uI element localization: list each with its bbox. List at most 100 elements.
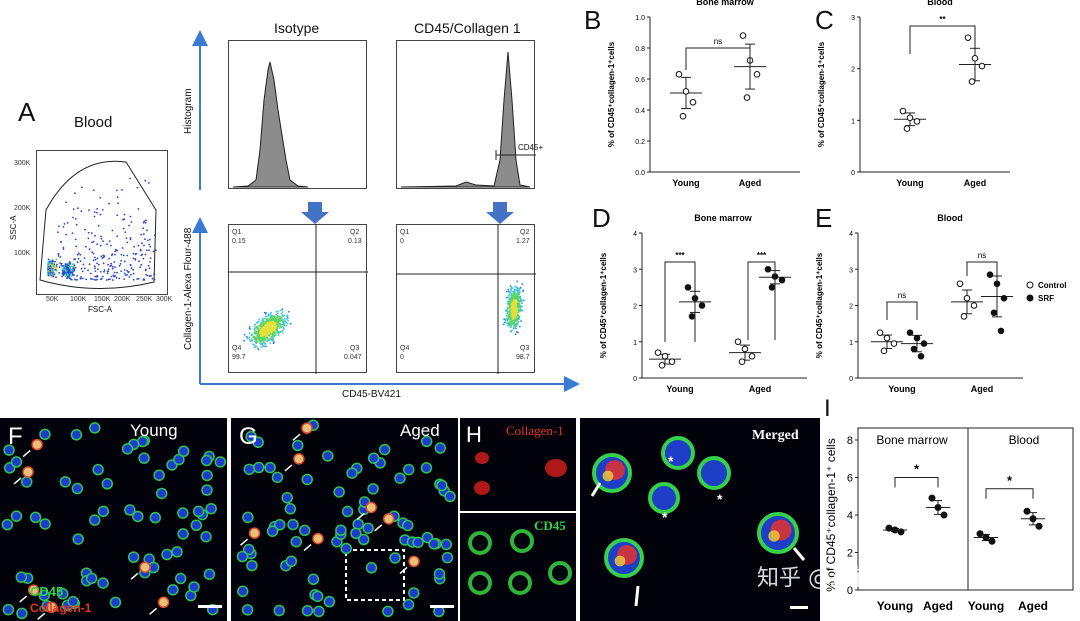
event-dot xyxy=(265,327,267,329)
cell xyxy=(71,482,84,495)
event-dot xyxy=(274,331,277,334)
event-dot xyxy=(130,267,133,270)
event-dot xyxy=(259,324,262,326)
data-point xyxy=(968,78,976,85)
event-dot xyxy=(83,257,86,259)
event-dot xyxy=(262,339,264,342)
cell xyxy=(365,562,378,574)
event-dot xyxy=(513,323,516,325)
event-dot xyxy=(281,329,283,332)
event-dot xyxy=(136,278,138,280)
event-dot xyxy=(123,278,126,280)
event-dot xyxy=(285,315,288,318)
event-dot xyxy=(267,313,270,315)
event-dot xyxy=(85,278,88,281)
event-dot xyxy=(73,269,76,272)
event-dot xyxy=(70,275,73,277)
overlap-signal xyxy=(602,470,614,482)
event-dot xyxy=(140,254,143,257)
x-category-label: Young xyxy=(877,599,913,613)
panel-g-title: Aged xyxy=(400,421,440,440)
event-dot xyxy=(270,311,272,314)
event-dot xyxy=(143,244,145,247)
event-dot xyxy=(505,308,508,311)
event-dot xyxy=(507,300,509,303)
cell xyxy=(201,484,213,496)
event-dot xyxy=(103,270,105,273)
group-title: Blood xyxy=(1009,433,1040,447)
cell xyxy=(59,476,72,488)
event-dot xyxy=(282,321,284,324)
y-tick-label: 1 xyxy=(633,340,637,347)
event-dot xyxy=(88,248,91,250)
event-dot xyxy=(74,192,76,195)
event-dot xyxy=(287,310,290,313)
cd45-gate-label: CD45+ xyxy=(518,143,544,152)
scale-bar xyxy=(430,605,454,608)
event-dot xyxy=(96,257,99,260)
event-dot xyxy=(71,232,74,234)
event-dot xyxy=(515,314,518,317)
event-dot xyxy=(144,253,147,256)
cell xyxy=(214,456,227,468)
cell xyxy=(335,524,347,537)
cell xyxy=(109,596,122,609)
event-dot xyxy=(269,333,272,336)
event-dot xyxy=(144,179,147,182)
event-dot xyxy=(58,271,61,274)
event-dot xyxy=(259,336,261,339)
cell xyxy=(101,478,114,490)
significance-label: * xyxy=(914,462,920,477)
data-point xyxy=(903,125,911,132)
event-dot xyxy=(267,339,270,342)
event-dot xyxy=(59,262,61,264)
event-dot xyxy=(515,327,518,330)
event-dot xyxy=(73,268,76,271)
cell xyxy=(436,479,448,492)
event-dot xyxy=(515,289,518,291)
cell xyxy=(243,463,256,476)
cell xyxy=(340,542,352,555)
scale-bar xyxy=(198,605,222,608)
cell xyxy=(67,595,79,608)
event-dot xyxy=(54,265,57,268)
cell xyxy=(20,476,33,488)
event-dot xyxy=(90,272,92,275)
event-dot xyxy=(520,320,522,322)
event-dot xyxy=(146,274,149,277)
event-dot xyxy=(507,315,510,318)
event-dot xyxy=(47,274,50,277)
event-dot xyxy=(64,267,66,270)
event-dot xyxy=(111,229,114,232)
event-dot xyxy=(120,260,123,262)
event-dot xyxy=(512,291,515,293)
legend-cd45: CD45 xyxy=(30,584,64,599)
event-dot xyxy=(88,209,90,211)
data-point xyxy=(668,358,676,365)
event-dot xyxy=(54,260,56,263)
asterisk-marker: * xyxy=(668,453,674,469)
quad-label: Q2 xyxy=(350,229,360,236)
event-dot xyxy=(256,332,259,335)
event-dot xyxy=(145,273,147,276)
arrow-indicator xyxy=(149,607,158,615)
y-axis-label: % of CD45⁺collagen-1⁺cells xyxy=(817,41,826,147)
event-dot xyxy=(75,245,78,248)
event-dot xyxy=(139,266,142,269)
event-dot xyxy=(148,275,151,278)
event-dot xyxy=(110,264,113,267)
event-dot xyxy=(103,255,106,257)
y-axis-label: % of CD45⁺collagen-1⁺cells xyxy=(815,252,824,358)
event-dot xyxy=(286,317,289,320)
event-dot xyxy=(266,337,269,340)
event-dot xyxy=(270,326,273,328)
event-dot xyxy=(70,278,73,281)
positive-cell xyxy=(248,527,261,539)
event-dot xyxy=(115,189,118,192)
event-dot xyxy=(514,307,517,309)
data-point xyxy=(956,280,964,288)
event-dot xyxy=(506,317,509,320)
panel-f-letter: F xyxy=(8,423,23,450)
event-dot xyxy=(280,319,283,322)
event-dot xyxy=(269,313,272,316)
